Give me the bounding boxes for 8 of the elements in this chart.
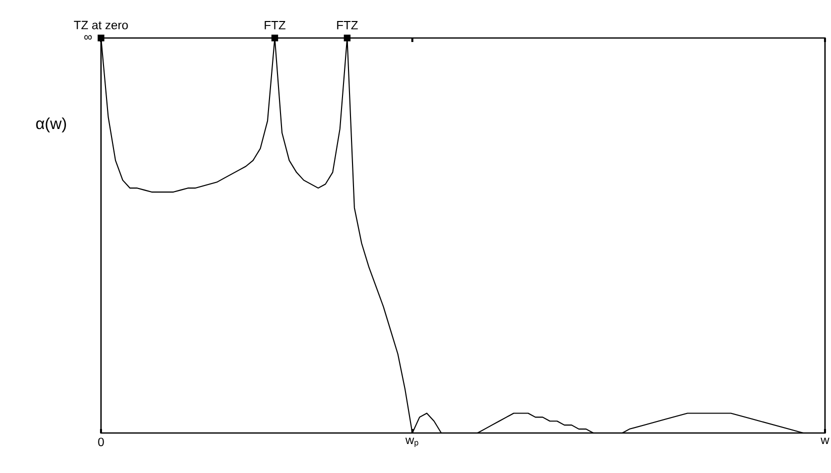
x-tick-label: w$_{p}$	[405, 438, 418, 448]
annotation: FTZ	[337, 21, 358, 30]
annotation: FTZ	[264, 21, 286, 30]
text: ∞	[84, 35, 92, 40]
x-tick-label: 0	[98, 438, 104, 446]
x-tick-label: w	[820, 438, 830, 444]
annotation: TZ at zero	[74, 20, 128, 30]
y-axis-title: α(w)	[36, 117, 66, 132]
